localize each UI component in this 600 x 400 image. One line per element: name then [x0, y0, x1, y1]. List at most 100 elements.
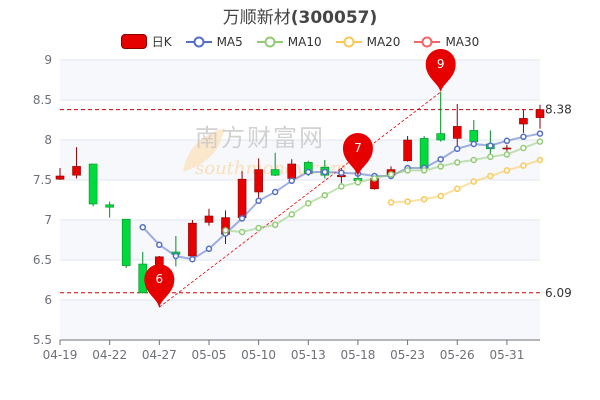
candle — [204, 208, 214, 226]
watermark-logo-swoosh — [183, 128, 225, 172]
x-tick-label: 05-10 — [241, 348, 276, 362]
candle — [270, 152, 280, 176]
price-marker-pin: 6 — [144, 264, 175, 308]
ma-point — [238, 215, 246, 222]
ma-point — [437, 163, 444, 170]
line-circle-icon — [256, 36, 283, 47]
grid-band — [60, 140, 540, 180]
legend-item-ma5[interactable]: MA5 — [185, 33, 243, 50]
candle-body — [419, 138, 429, 169]
legend-label: MA20 — [366, 34, 401, 49]
trend-line — [159, 91, 441, 308]
ma-point — [139, 223, 147, 231]
ma-point — [172, 252, 180, 260]
candle-body — [188, 222, 197, 257]
ma-point — [189, 255, 196, 263]
pin-icon — [342, 133, 373, 176]
line-circle-icon — [185, 36, 212, 47]
watermark-logo: 南方财富网 — [195, 124, 325, 152]
legend-item-daily-k[interactable]: 日K — [120, 33, 172, 50]
candle-body — [452, 126, 462, 139]
candle — [121, 218, 131, 268]
ma-point — [321, 191, 329, 199]
ma-point — [404, 167, 411, 174]
ma-point — [453, 145, 461, 153]
ma-point — [338, 169, 345, 177]
ma-point — [487, 172, 494, 180]
candle — [419, 136, 429, 169]
ma-point — [536, 156, 544, 164]
candle — [188, 220, 197, 257]
x-tick-label: 05-31 — [489, 348, 524, 362]
candle-body — [535, 109, 545, 118]
legend-label: 日K — [151, 35, 172, 49]
price-marker-pin: 7 — [342, 133, 373, 176]
x-tick-label: 04-27 — [142, 348, 177, 362]
ma-point — [371, 175, 378, 182]
legend-label: MA10 — [287, 34, 322, 49]
ma-point — [255, 197, 262, 205]
legend-item-ma30[interactable]: MA30 — [414, 33, 479, 50]
candle — [436, 92, 445, 142]
reference-line-label: 6.09 — [545, 286, 572, 300]
y-tick-label: 9 — [44, 53, 52, 67]
candle — [254, 158, 263, 198]
candle-body — [88, 163, 98, 205]
x-tick-label: 05-26 — [440, 348, 475, 362]
y-tick-label: 6 — [44, 293, 52, 307]
line-circle-icon — [335, 36, 362, 47]
candle — [403, 136, 412, 162]
x-tick-label: 05-23 — [390, 348, 425, 362]
y-tick-label: 7 — [44, 213, 52, 227]
candle — [88, 163, 98, 207]
x-tick-label: 05-05 — [192, 348, 227, 362]
grid-band — [60, 300, 540, 340]
candle-body — [254, 169, 263, 193]
x-tick-label: 04-19 — [43, 348, 78, 362]
x-tick-label: 04-22 — [92, 348, 127, 362]
ma-point — [321, 168, 329, 176]
ma-point — [470, 178, 478, 185]
ma-point — [271, 221, 279, 229]
candle-legend-icon — [120, 34, 147, 49]
pin-icon — [144, 264, 175, 308]
legend-item-ma20[interactable]: MA20 — [335, 33, 401, 50]
x-tick-label: 05-18 — [340, 348, 375, 362]
legend-label: MA30 — [445, 34, 480, 49]
ma-point — [536, 138, 544, 145]
ma-point — [238, 228, 246, 236]
pin-icon — [425, 49, 456, 92]
candle-body — [436, 133, 445, 141]
ma-point — [520, 144, 527, 152]
ma-point — [453, 159, 461, 166]
candle — [105, 201, 114, 218]
stock-code: (300057) — [290, 8, 378, 28]
grid-band — [60, 60, 540, 100]
x-tick-label: 05-13 — [291, 348, 326, 362]
reference-line-label: 8.38 — [545, 103, 572, 117]
candle-body — [469, 130, 479, 142]
legend-item-ma10[interactable]: MA10 — [256, 33, 322, 50]
candle — [55, 168, 65, 180]
y-tick-label: 5.5 — [33, 333, 52, 347]
ma-point — [420, 167, 428, 174]
candle — [469, 120, 479, 143]
ma-point — [222, 227, 229, 234]
y-tick-label: 7.5 — [33, 173, 52, 187]
line-circle-icon — [414, 36, 441, 47]
y-tick-label: 8 — [44, 133, 52, 147]
ma-point — [536, 130, 544, 137]
ma-point — [470, 140, 478, 148]
grid-band — [60, 220, 540, 260]
candle-body — [519, 118, 528, 125]
pin-label: 6 — [155, 272, 163, 286]
candle-body — [287, 163, 297, 179]
ma-point — [288, 211, 295, 218]
ma-point — [156, 241, 163, 249]
candle-body — [237, 178, 247, 218]
candle — [72, 147, 81, 179]
ma-point — [453, 185, 461, 193]
ma-point — [338, 183, 345, 190]
stock-name: 万顺新材 — [222, 8, 291, 28]
